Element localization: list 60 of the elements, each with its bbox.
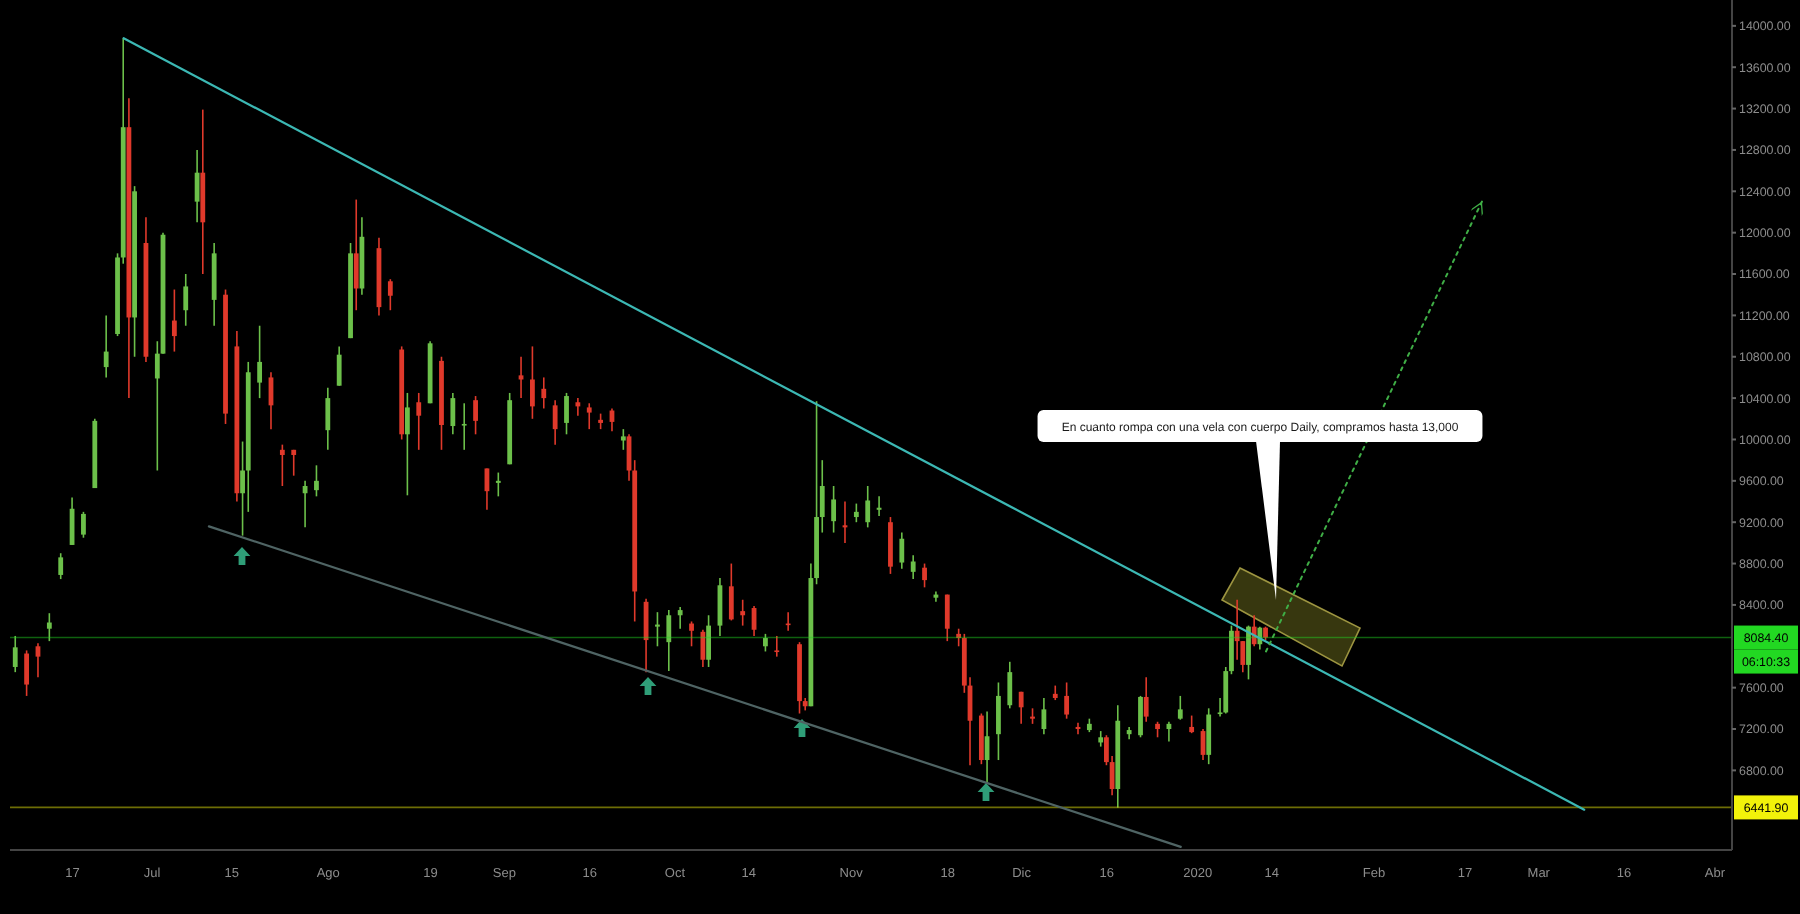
candlestick <box>774 635 780 658</box>
candlestick <box>183 273 189 327</box>
candlestick <box>944 593 950 642</box>
candlestick <box>336 345 342 387</box>
candlestick <box>530 345 535 420</box>
candlestick <box>279 443 285 487</box>
candlestick <box>677 606 683 630</box>
candlestick <box>1246 624 1251 681</box>
candlestick <box>996 681 1001 761</box>
candlestick <box>1007 661 1013 710</box>
candlestick <box>103 314 109 379</box>
candlestick <box>416 392 422 451</box>
candlestick <box>1234 598 1240 661</box>
candlestick <box>564 392 569 436</box>
candlestick <box>853 502 859 523</box>
candlestick <box>1177 695 1183 721</box>
candlestick <box>1143 676 1149 723</box>
candlestick <box>211 242 217 327</box>
candlestick <box>353 198 359 312</box>
candlestick <box>404 392 410 497</box>
candlestick <box>586 402 592 430</box>
candlestick <box>257 324 263 399</box>
candlestick <box>666 609 672 672</box>
candlestick <box>541 376 547 410</box>
candlestick <box>888 516 893 575</box>
candlestick <box>58 552 64 580</box>
candlestick <box>552 399 558 446</box>
candlestick <box>978 712 984 765</box>
candlestick <box>1206 707 1212 765</box>
candlestick <box>473 395 478 436</box>
candlestick <box>865 485 871 529</box>
candlestick <box>24 649 30 697</box>
candlestick <box>12 635 18 673</box>
candlestick <box>740 598 746 627</box>
candlestick <box>1041 697 1047 735</box>
candlestick <box>620 428 626 451</box>
candlestick <box>387 278 393 312</box>
candlestick <box>910 554 916 580</box>
candlestick <box>518 355 524 399</box>
candlestick <box>325 386 331 451</box>
candlestick <box>831 485 837 534</box>
candlestick <box>495 471 501 498</box>
candlestick <box>899 531 905 570</box>
candlestick <box>1064 681 1070 720</box>
candlestick <box>171 288 177 353</box>
candlestick <box>1138 695 1143 739</box>
candlestick <box>575 397 581 417</box>
candlestick <box>655 611 660 648</box>
candlestick <box>689 620 694 648</box>
candlestick <box>461 402 467 451</box>
candlestick <box>1018 690 1024 725</box>
candlestick <box>922 562 927 589</box>
candlestick <box>194 149 200 224</box>
candlestick <box>450 392 456 436</box>
candlestick <box>314 464 319 498</box>
candlestick <box>46 612 52 642</box>
candlestick <box>81 511 86 539</box>
candlestick <box>291 449 297 477</box>
candlestick <box>728 562 734 622</box>
candlestick <box>706 614 711 668</box>
